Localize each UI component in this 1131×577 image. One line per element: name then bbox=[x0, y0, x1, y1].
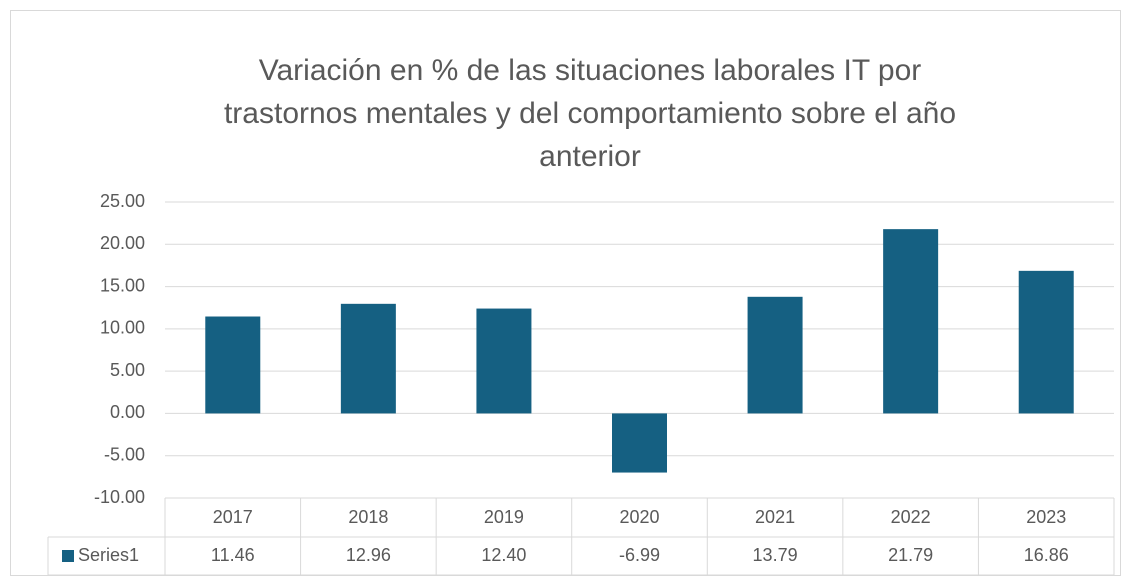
bar bbox=[1018, 270, 1074, 414]
table-value: 21.79 bbox=[888, 545, 933, 565]
x-tick-label: 2019 bbox=[484, 507, 524, 527]
y-tick-label: -5.00 bbox=[104, 444, 145, 464]
y-tick-label: 15.00 bbox=[100, 275, 145, 295]
y-tick-label: -10.00 bbox=[94, 487, 145, 507]
bar bbox=[340, 303, 396, 414]
x-tick-label: 2021 bbox=[755, 507, 795, 527]
bar bbox=[883, 229, 939, 414]
table-value: 12.96 bbox=[346, 545, 391, 565]
y-tick-label: 20.00 bbox=[100, 233, 145, 253]
x-tick-label: 2018 bbox=[348, 507, 388, 527]
x-tick-label: 2023 bbox=[1026, 507, 1066, 527]
bar bbox=[476, 308, 532, 414]
chart-border bbox=[10, 10, 1121, 576]
table-value: 11.46 bbox=[211, 545, 255, 565]
table-value: 13.79 bbox=[753, 545, 798, 565]
y-tick-label: 5.00 bbox=[110, 360, 145, 380]
chart-title: trastornos mentales y del comportamiento… bbox=[224, 97, 956, 130]
chart-title: Variación en % de las situaciones labora… bbox=[259, 54, 922, 87]
bar bbox=[612, 413, 667, 473]
x-tick-label: 2017 bbox=[213, 507, 253, 527]
y-tick-label: 10.00 bbox=[100, 318, 145, 338]
y-tick-label: 25.00 bbox=[100, 191, 145, 211]
table-value: -6.99 bbox=[619, 545, 660, 565]
chart-title: anterior bbox=[539, 140, 641, 173]
x-tick-label: 2022 bbox=[891, 507, 931, 527]
bar bbox=[747, 296, 803, 414]
legend-label: Series1 bbox=[78, 545, 139, 565]
x-tick-label: 2020 bbox=[619, 507, 659, 527]
y-tick-label: 0.00 bbox=[110, 402, 145, 422]
bar bbox=[205, 316, 261, 414]
table-value: 12.40 bbox=[481, 545, 526, 565]
table-value: 16.86 bbox=[1024, 545, 1069, 565]
legend-key bbox=[62, 550, 74, 562]
